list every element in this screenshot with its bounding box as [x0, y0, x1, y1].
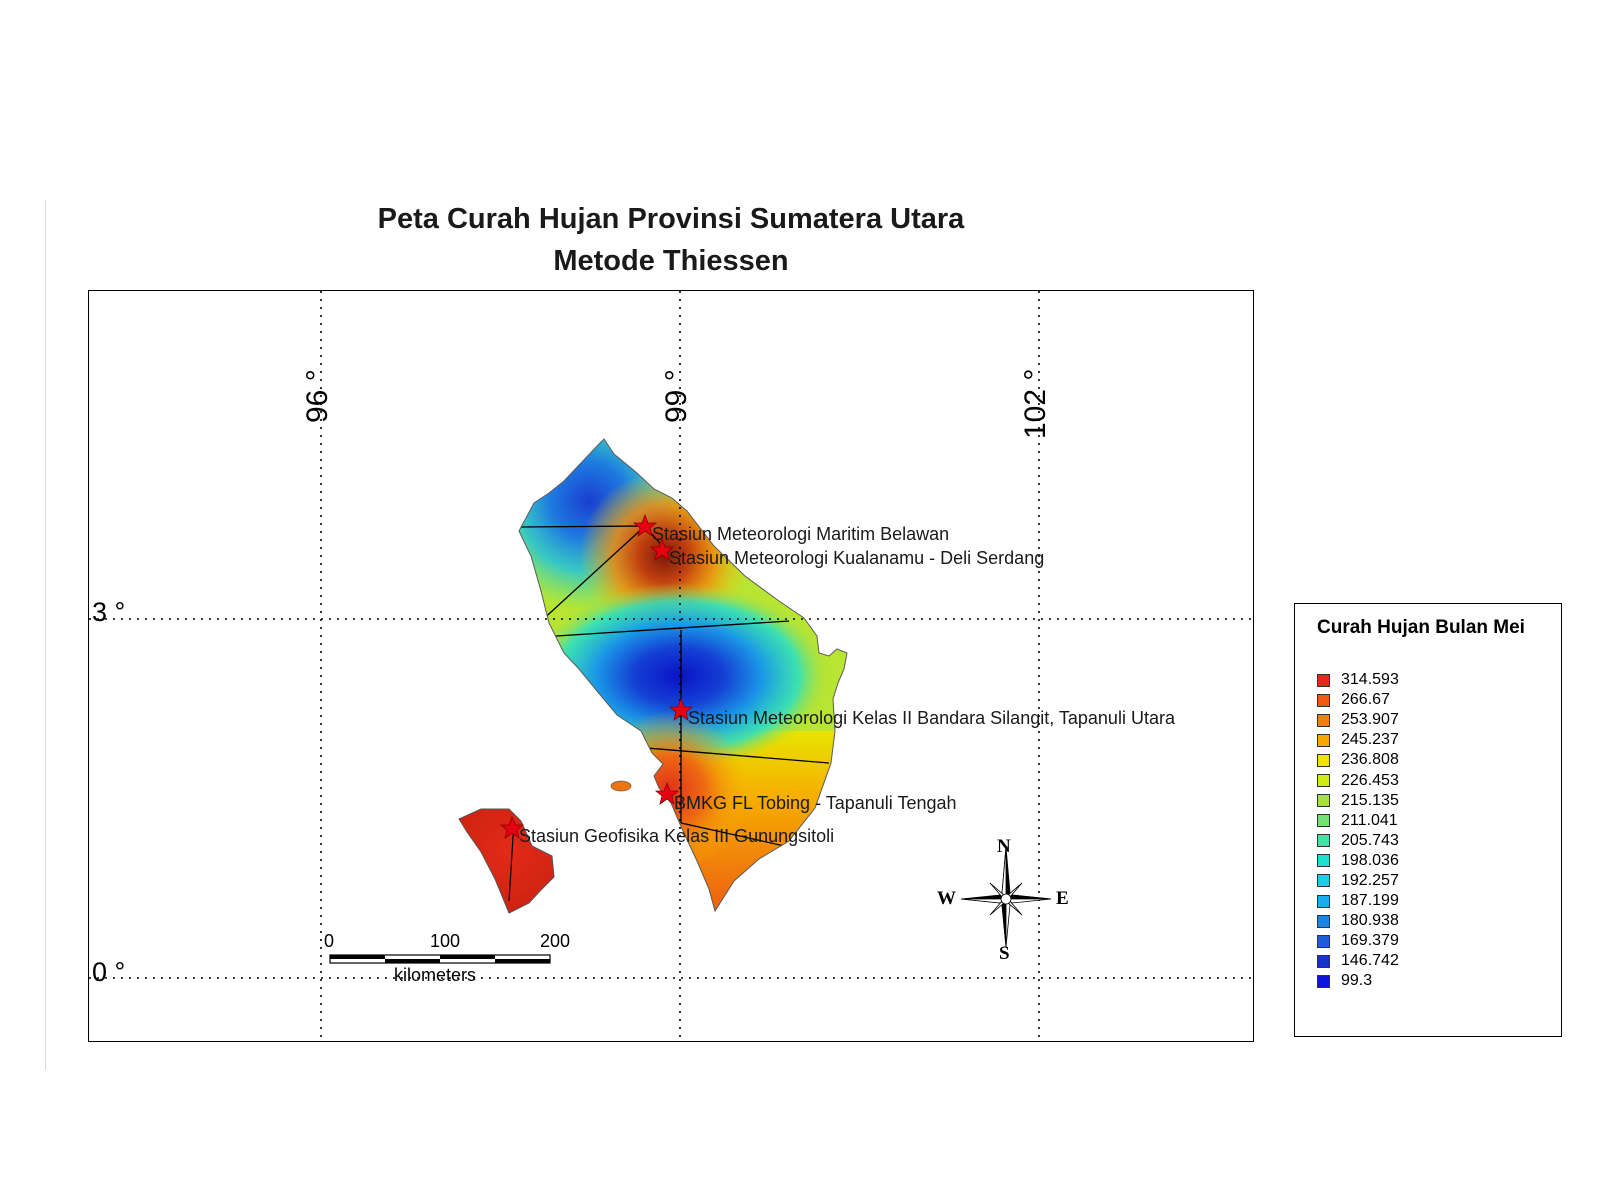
legend-value: 192.257 [1341, 871, 1399, 889]
legend-value: 266.67 [1341, 691, 1390, 709]
scale-tick-0: 0 [324, 931, 335, 951]
legend-swatch [1317, 834, 1330, 848]
station-label-fl-tobing: BMKG FL Tobing - Tapanuli Tengah [674, 793, 957, 813]
compass-east-label: E [1056, 888, 1069, 909]
legend: Curah Hujan Bulan Mei 314.593 266.67 253.9… [1294, 603, 1562, 1037]
nias-island [459, 809, 554, 913]
legend-item: 146.742 [1317, 951, 1399, 971]
legend-item: 169.379 [1317, 931, 1399, 951]
legend-value: 211.041 [1341, 811, 1398, 829]
legend-item: 253.907 [1317, 710, 1399, 730]
legend-item: 266.67 [1317, 690, 1399, 710]
legend-item: 236.808 [1317, 750, 1399, 770]
map-subtitle: Metode Thiessen [553, 245, 789, 277]
legend-item: 187.199 [1317, 891, 1399, 911]
station-marker-belawan [632, 513, 658, 537]
station-markers [499, 513, 694, 839]
map-title: Peta Curah Hujan Provinsi Sumatera Utara [377, 203, 965, 235]
legend-value: 236.808 [1341, 751, 1399, 769]
legend-swatch [1317, 814, 1330, 828]
station-marker-fl-tobing [654, 781, 680, 805]
scale-tick-100: 100 [430, 931, 461, 951]
legend-item: 99.3 [1317, 971, 1399, 991]
legend-swatch [1317, 874, 1330, 888]
legend-value: 198.036 [1341, 851, 1399, 869]
small-islet [610, 780, 632, 792]
legend-value: 245.237 [1341, 731, 1399, 749]
station-marker-gunungsitoli [499, 815, 525, 839]
scale-tick-200: 200 [540, 931, 571, 951]
compass-north-label: N [997, 836, 1011, 857]
legend-item: 198.036 [1317, 851, 1399, 871]
legend-swatch [1317, 733, 1330, 747]
legend-list: 314.593 266.67 253.907 245.237 236.808 226.45… [1317, 670, 1399, 992]
legend-item: 211.041 [1317, 811, 1399, 831]
compass-rose-icon [960, 846, 1052, 948]
legend-item: 180.938 [1317, 911, 1399, 931]
legend-value: 99.3 [1341, 972, 1373, 990]
legend-swatch [1317, 713, 1330, 727]
legend-value: 205.743 [1341, 831, 1399, 849]
latitude-label-0: 0 ° [92, 957, 126, 987]
page-edge-line [45, 200, 46, 1070]
legend-swatch [1317, 914, 1330, 928]
legend-swatch [1317, 693, 1330, 707]
station-marker-kualanamu [649, 537, 675, 561]
station-marker-silangit [668, 697, 694, 721]
compass-south-label: S [999, 943, 1010, 964]
scale-unit: kilometers [394, 965, 477, 985]
station-label-gunungsitoli: Stasiun Geofisika Kelas III Gunungsitoli [519, 826, 835, 846]
legend-item: 192.257 [1317, 871, 1399, 891]
longitude-label-99: 99 ° [660, 369, 693, 423]
legend-value: 215.135 [1341, 791, 1399, 809]
longitude-label-96: 96 ° [301, 369, 334, 423]
nias-coastline [458, 808, 555, 914]
legend-value: 187.199 [1341, 892, 1399, 910]
legend-value: 253.907 [1341, 711, 1399, 729]
legend-title: Curah Hujan Bulan Mei [1317, 617, 1525, 638]
legend-swatch [1317, 794, 1330, 808]
legend-swatch [1317, 974, 1330, 988]
legend-value: 169.379 [1341, 932, 1399, 950]
map-canvas [89, 291, 1255, 1043]
station-label-kualanamu: Stasiun Meteorologi Kualanamu - Deli Ser… [669, 548, 1045, 568]
station-label-silangit: Stasiun Meteorologi Kelas II Bandara Sil… [688, 708, 1175, 728]
legend-item: 314.593 [1317, 670, 1399, 690]
legend-item: 205.743 [1317, 831, 1399, 851]
legend-swatch [1317, 934, 1330, 948]
legend-swatch [1317, 894, 1330, 908]
legend-swatch [1317, 954, 1330, 968]
mainland-coastline [518, 438, 848, 913]
graticule [89, 291, 1255, 1043]
map-frame: 96 ° 99 ° 102 ° 3 ° 0 ° Stasiun Meteorol… [88, 290, 1255, 1043]
legend-swatch [1317, 774, 1330, 788]
legend-item: 215.135 [1317, 791, 1399, 811]
legend-swatch [1317, 673, 1330, 687]
legend-item: 245.237 [1317, 730, 1399, 750]
legend-value: 146.742 [1341, 952, 1399, 970]
longitude-label-102: 102 ° [1019, 368, 1052, 439]
legend-item: 226.453 [1317, 770, 1399, 790]
station-label-belawan: Stasiun Meteorologi Maritim Belawan [652, 524, 950, 544]
legend-value: 314.593 [1341, 671, 1399, 689]
latitude-label-3: 3 ° [92, 597, 126, 627]
legend-value: 226.453 [1341, 771, 1399, 789]
legend-swatch [1317, 753, 1330, 767]
legend-swatch [1317, 854, 1330, 868]
compass-west-label: W [937, 888, 956, 909]
scale-bar [329, 954, 551, 964]
legend-value: 180.938 [1341, 912, 1399, 930]
